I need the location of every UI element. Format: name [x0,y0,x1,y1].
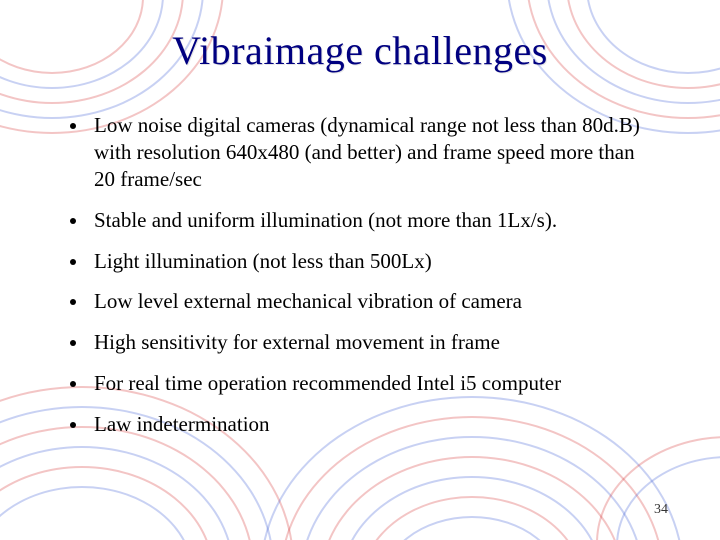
slide-title: Vibraimage challenges [56,28,664,74]
bullet-icon [70,381,76,387]
list-item: Low level external mechanical vibration … [70,288,654,315]
bullet-text: Low noise digital cameras (dynamical ran… [94,112,654,193]
bullet-icon [70,299,76,305]
page-number: 34 [654,502,668,518]
bullet-text: Low level external mechanical vibration … [94,288,654,315]
bullet-icon [70,422,76,428]
bullet-text: Law indetermination [94,411,654,438]
bullet-text: Stable and uniform illumination (not mor… [94,207,654,234]
list-item: Stable and uniform illumination (not mor… [70,207,654,234]
bullet-icon [70,259,76,265]
bullet-text: For real time operation recommended Inte… [94,370,654,397]
bullet-icon [70,218,76,224]
list-item: Law indetermination [70,411,654,438]
bullet-text: Light illumination (not less than 500Lx) [94,248,654,275]
list-item: High sensitivity for external movement i… [70,329,654,356]
list-item: Light illumination (not less than 500Lx) [70,248,654,275]
bullet-icon [70,123,76,129]
list-item: For real time operation recommended Inte… [70,370,654,397]
list-item: Low noise digital cameras (dynamical ran… [70,112,654,193]
bullet-icon [70,340,76,346]
bullet-text: High sensitivity for external movement i… [94,329,654,356]
bullet-list: Low noise digital cameras (dynamical ran… [60,112,664,438]
slide-content: Vibraimage challenges Low noise digital … [0,0,720,540]
